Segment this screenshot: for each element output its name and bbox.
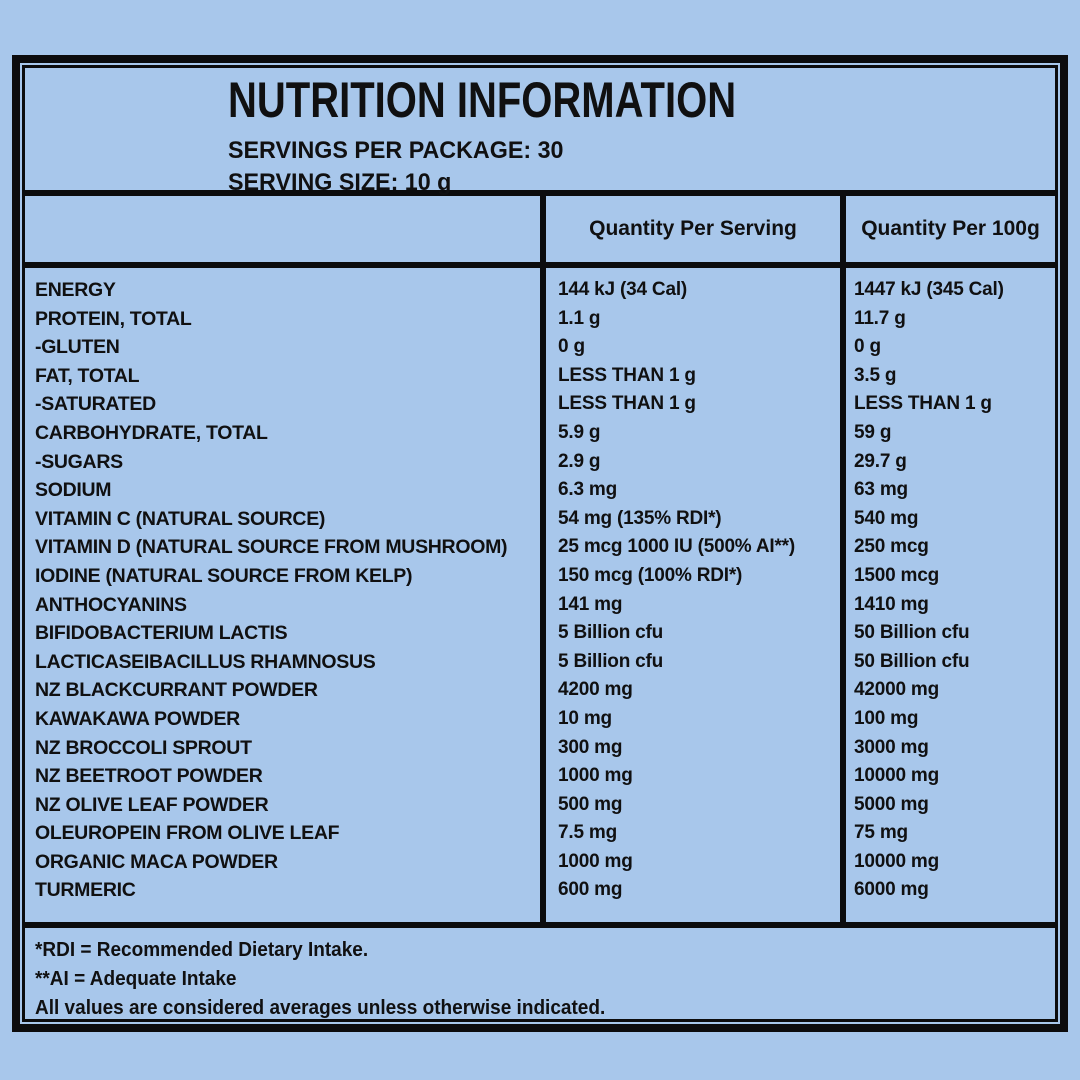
table-cell-per_serving: 5.9 g xyxy=(558,421,601,443)
table-cell-name: NZ BEETROOT POWDER xyxy=(35,765,263,788)
table-cell-per_100g: 100 mg xyxy=(854,707,919,729)
table-cell-name: VITAMIN D (NATURAL SOURCE FROM MUSHROOM) xyxy=(35,536,508,559)
table-cell-per_100g: 1410 mg xyxy=(854,593,929,615)
table-cell-per_serving: 1.1 g xyxy=(558,307,601,329)
table-cell-per_100g: 42000 mg xyxy=(854,679,940,701)
table-cell-name: NZ OLIVE LEAF POWDER xyxy=(35,793,269,816)
table-cell-per_100g: 1500 mcg xyxy=(854,564,940,586)
table-cell-per_100g: 50 Billion cfu xyxy=(854,650,970,672)
table-cell-per_serving: 600 mg xyxy=(558,879,623,901)
table-cell-per_serving: LESS THAN 1 g xyxy=(558,393,696,415)
table-cell-per_serving: 5 Billion cfu xyxy=(558,650,664,672)
table-cell-per_100g: 29.7 g xyxy=(854,450,907,472)
table-column-header-row: Quantity Per Serving Quantity Per 100g xyxy=(22,193,1058,265)
table-cell-name: PROTEIN, TOTAL xyxy=(35,307,192,330)
table-cell-per_100g: 0 g xyxy=(854,336,881,358)
table-cell-name: CARBOHYDRATE, TOTAL xyxy=(35,421,268,444)
table-cell-per_100g: 50 Billion cfu xyxy=(854,622,970,644)
serving-size-text: SERVING SIZE: 10 g xyxy=(228,169,452,196)
table-cell-per_serving: 300 mg xyxy=(558,736,623,758)
table-cell-name: LACTICASEIBACILLUS RHAMNOSUS xyxy=(35,650,376,673)
servings-per-package-text: SERVINGS PER PACKAGE: 30 xyxy=(228,137,564,164)
table-cell-name: NZ BLACKCURRANT POWDER xyxy=(35,679,318,702)
table-cell-per_serving: 4200 mg xyxy=(558,679,633,701)
table-cell-per_100g: 59 g xyxy=(854,421,892,443)
table-cell-per_100g: 11.7 g xyxy=(854,307,906,329)
table-cell-name: -SATURATED xyxy=(35,393,156,416)
table-cell-name: KAWAKAWA POWDER xyxy=(35,707,240,730)
table-cell-per_100g: 3.5 g xyxy=(854,364,897,386)
table-body-section: ENERGY PROTEIN, TOTAL -GLUTEN FAT, TOTAL -SA… xyxy=(22,265,1058,925)
footnote-rdi: *RDI = Recommended Dietary Intake. xyxy=(35,939,369,961)
table-cell-per_serving: LESS THAN 1 g xyxy=(558,364,696,386)
table-cell-name: -GLUTEN xyxy=(35,336,120,359)
table-cell-per_serving: 1000 mg xyxy=(558,850,633,872)
column-header-quantity-per-serving: Quantity Per Serving xyxy=(540,196,840,262)
table-cell-per_serving: 7.5 mg xyxy=(558,822,617,844)
table-cell-name: VITAMIN C (NATURAL SOURCE) xyxy=(35,507,326,530)
table-cell-name: TURMERIC xyxy=(35,879,136,902)
table-cell-per_serving: 150 mcg (100% RDI*) xyxy=(558,564,743,586)
table-cell-name: OLEUROPEIN FROM OLIVE LEAF xyxy=(35,822,340,845)
table-cell-name: ORGANIC MACA POWDER xyxy=(35,850,278,873)
table-cell-per_serving: 2.9 g xyxy=(558,450,601,472)
table-cell-name: -SUGARS xyxy=(35,450,123,473)
table-cell-per_100g: LESS THAN 1 g xyxy=(854,393,992,415)
table-cell-per_100g: 75 mg xyxy=(854,822,908,844)
nutrition-label-panel: NUTRITION INFORMATION SERVINGS PER PACKA… xyxy=(12,55,1068,1032)
per-serving-column: 144 kJ (34 Cal) 1.1 g 0 g LESS THAN 1 g LESS… xyxy=(540,268,840,922)
label-header-section: NUTRITION INFORMATION SERVINGS PER PACKA… xyxy=(22,65,1058,196)
column-header-quantity-per-100g: Quantity Per 100g xyxy=(840,196,1055,262)
column-header-empty xyxy=(25,196,540,262)
table-cell-per_100g: 10000 mg xyxy=(854,765,940,787)
table-cell-name: FAT, TOTAL xyxy=(35,364,140,387)
table-cell-per_serving: 10 mg xyxy=(558,707,612,729)
table-cell-per_100g: 10000 mg xyxy=(854,850,940,872)
table-cell-per_100g: 250 mcg xyxy=(854,536,929,558)
per-100g-column: 1447 kJ (345 Cal) 11.7 g 0 g 3.5 g LESS THAN… xyxy=(840,268,1055,922)
table-cell-per_serving: 5 Billion cfu xyxy=(558,622,664,644)
table-cell-per_serving: 25 mcg 1000 IU (500% AI**) xyxy=(558,536,795,558)
table-cell-name: BIFIDOBACTERIUM LACTIS xyxy=(35,622,288,645)
table-cell-per_100g: 540 mg xyxy=(854,507,919,529)
page-title: NUTRITION INFORMATION xyxy=(228,72,737,128)
table-cell-per_100g: 6000 mg xyxy=(854,879,929,901)
footnote-averages: All values are considered averages unles… xyxy=(35,997,606,1019)
table-cell-per_serving: 6.3 mg xyxy=(558,479,617,501)
table-cell-per_serving: 144 kJ (34 Cal) xyxy=(558,279,688,300)
table-cell-per_100g: 63 mg xyxy=(854,479,908,501)
table-cell-per_100g: 1447 kJ (345 Cal) xyxy=(854,279,1004,300)
table-cell-name: ENERGY xyxy=(35,279,116,301)
table-cell-per_serving: 54 mg (135% RDI*) xyxy=(558,507,722,529)
table-cell-name: SODIUM xyxy=(35,479,112,502)
footnote-ai: **AI = Adequate Intake xyxy=(35,968,237,990)
table-cell-name: ANTHOCYANINS xyxy=(35,593,187,616)
table-cell-name: NZ BROCCOLI SPROUT xyxy=(35,736,252,759)
table-cell-per_100g: 5000 mg xyxy=(854,793,929,815)
table-cell-per_serving: 500 mg xyxy=(558,793,623,815)
table-cell-name: IODINE (NATURAL SOURCE FROM KELP) xyxy=(35,564,413,587)
table-cell-per_serving: 1000 mg xyxy=(558,765,633,787)
footnotes-section: *RDI = Recommended Dietary Intake. **AI … xyxy=(22,925,1058,1022)
table-cell-per_serving: 0 g xyxy=(558,336,585,358)
nutrient-name-column: ENERGY PROTEIN, TOTAL -GLUTEN FAT, TOTAL -SA… xyxy=(25,268,540,922)
table-cell-per_serving: 141 mg xyxy=(558,593,623,615)
table-cell-per_100g: 3000 mg xyxy=(854,736,929,758)
